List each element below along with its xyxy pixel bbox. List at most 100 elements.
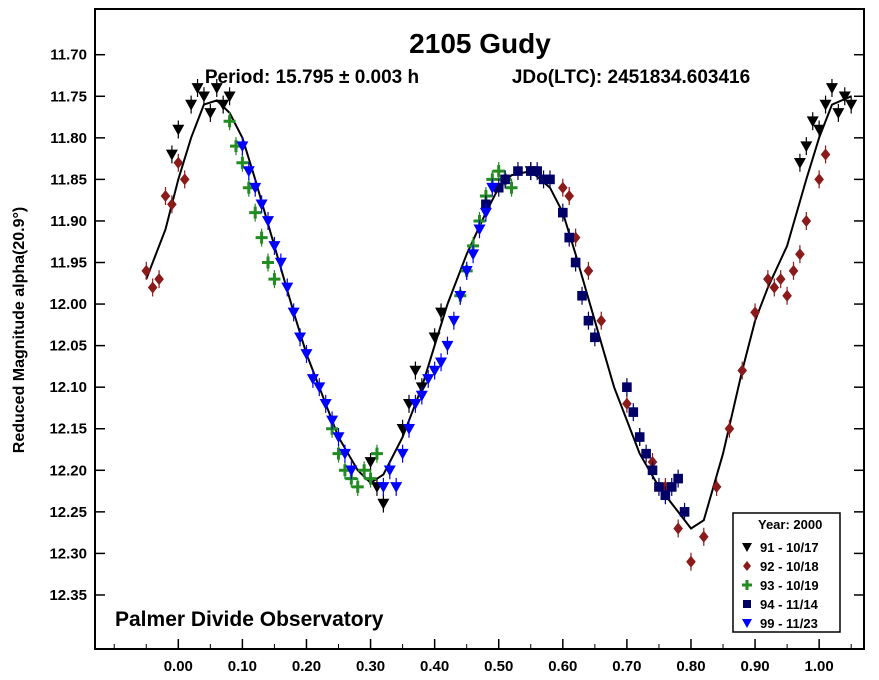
- data-point: [479, 207, 492, 219]
- data-point: [513, 166, 523, 176]
- data-point: [268, 273, 281, 286]
- data-point: [493, 182, 504, 193]
- data-point: [364, 457, 377, 468]
- legend-label: 94 - 11/14: [760, 597, 819, 612]
- data-point: [370, 447, 383, 460]
- data-point: [435, 307, 448, 319]
- y-tick-label: 11.75: [50, 88, 87, 105]
- legend-marker: [742, 543, 752, 552]
- data-point: [262, 256, 275, 269]
- data-point: [435, 357, 448, 369]
- data-point: [673, 522, 683, 535]
- y-tick-label: 11.80: [50, 130, 87, 147]
- data-point: [428, 365, 441, 377]
- axis-ticks: 0.00 0.10 0.20 0.30 0.40 0.50 0.60 0.70 0.80 0.90…: [49, 47, 864, 675]
- data-point: [242, 166, 255, 178]
- data-point: [838, 91, 851, 103]
- epoch-subtitle: JDo(LTC): 2451834.603416: [512, 67, 750, 88]
- data-point: [223, 115, 236, 128]
- data-point: [634, 432, 645, 442]
- data-point: [167, 198, 177, 211]
- data-point: [345, 465, 358, 477]
- y-tick-label: 12.20: [49, 462, 87, 479]
- y-tick-label: 12.25: [49, 504, 87, 521]
- data-point: [654, 482, 664, 492]
- data-point: [403, 423, 416, 435]
- y-tick-label: 11.90: [50, 213, 87, 230]
- data-point: [505, 181, 518, 194]
- data-point: [409, 365, 422, 377]
- legend-label: 92 - 10/18: [760, 559, 819, 574]
- observatory-label: Palmer Divide Observatory: [115, 608, 384, 631]
- data-point: [338, 448, 351, 460]
- legend-marker: [742, 580, 752, 590]
- data-point: [332, 432, 345, 444]
- data-point: [255, 231, 268, 244]
- data-point: [313, 382, 326, 394]
- data-point: [628, 407, 639, 417]
- data-point: [268, 241, 281, 252]
- fit-curve-line: [145, 95, 852, 530]
- legend-label: 99 - 11/23: [760, 616, 818, 631]
- data-point: [428, 332, 441, 344]
- period-subtitle: Period: 15.795 ± 0.003 h: [205, 67, 419, 88]
- y-tick-label: 12.05: [49, 338, 87, 355]
- data-point: [147, 281, 158, 294]
- data-point: [583, 315, 594, 326]
- data-points-layer: [141, 78, 858, 571]
- data-point: [287, 307, 300, 319]
- data-point: [281, 282, 294, 294]
- data-point: [377, 498, 390, 510]
- data-point: [564, 190, 575, 203]
- data-point: [236, 141, 249, 153]
- data-point: [492, 165, 505, 178]
- x-tick-label: 0.50: [484, 658, 513, 675]
- y-tick-label: 11.85: [50, 171, 87, 188]
- data-point: [210, 83, 223, 94]
- data-point: [326, 415, 339, 427]
- data-point: [467, 249, 480, 261]
- data-point: [711, 480, 722, 493]
- data-point: [409, 399, 422, 410]
- y-tick-label: 11.95: [50, 255, 87, 272]
- data-point: [204, 108, 217, 119]
- legend-label: 91 - 10/17: [760, 540, 819, 555]
- x-tick-label: 0.30: [356, 658, 385, 675]
- data-point: [422, 374, 435, 385]
- data-point: [679, 507, 690, 517]
- data-point: [191, 83, 204, 94]
- y-tick-label: 12.30: [49, 545, 87, 562]
- data-point: [813, 124, 826, 136]
- data-point: [172, 124, 185, 136]
- data-point: [750, 306, 760, 319]
- y-tick-label: 12.10: [49, 379, 87, 396]
- data-point: [832, 108, 845, 119]
- data-point: [447, 315, 460, 327]
- y-tick-label: 12.15: [49, 421, 87, 438]
- data-point: [154, 273, 164, 286]
- data-point: [564, 232, 575, 243]
- data-point: [793, 157, 806, 169]
- data-point: [358, 464, 371, 477]
- data-point: [486, 182, 499, 194]
- data-point: [415, 390, 428, 402]
- x-tick-label: 0.70: [612, 658, 641, 675]
- data-point: [820, 148, 831, 161]
- legend-marker: [743, 561, 751, 571]
- data-point: [641, 448, 651, 459]
- legend: Year: 2000 91 - 10/17 92 - 10/18 93 - 10/1…: [732, 512, 841, 633]
- data-point: [845, 99, 858, 111]
- data-point: [577, 290, 587, 301]
- data-point: [141, 264, 152, 277]
- x-tick-label: 1.00: [805, 658, 834, 675]
- legend-items: 91 - 10/17 92 - 10/18 93 - 10/19 94 - 11/14…: [742, 540, 819, 631]
- data-point: [698, 530, 709, 543]
- data-point: [351, 480, 364, 493]
- data-point: [570, 257, 581, 268]
- x-tick-label: 0.40: [420, 658, 449, 675]
- data-point: [255, 199, 268, 211]
- data-point: [460, 266, 473, 277]
- data-point: [583, 264, 594, 277]
- data-point: [441, 340, 454, 352]
- data-point: [782, 289, 792, 302]
